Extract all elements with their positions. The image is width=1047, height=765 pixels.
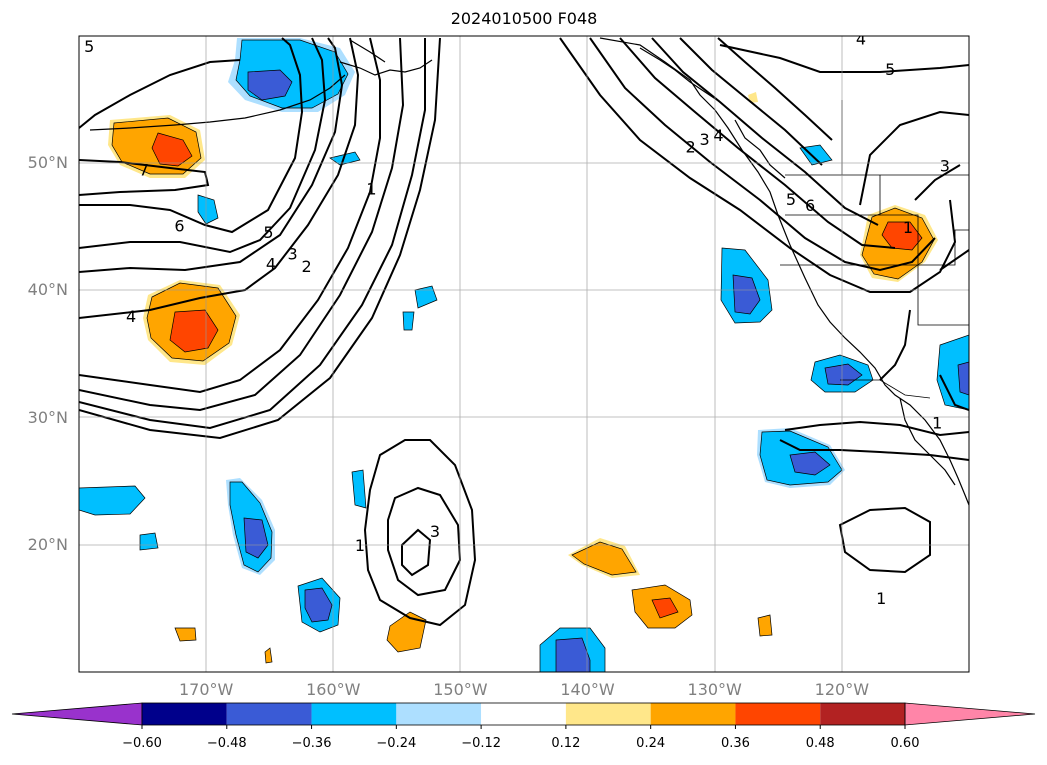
colorbar-segment xyxy=(311,703,397,725)
lon-label: 140°W xyxy=(560,680,615,699)
contour-left-5 xyxy=(79,59,241,129)
shaded-anomalies xyxy=(79,38,969,672)
contour-label: 1 xyxy=(876,589,886,608)
colorbar-tick-label: −0.12 xyxy=(461,736,502,751)
contour-label: 1 xyxy=(366,180,376,199)
colorbar-tick-label: −0.24 xyxy=(376,736,417,751)
colorbar-segment xyxy=(396,703,482,725)
contour-label: 2 xyxy=(301,257,311,276)
contour-label: 1 xyxy=(932,414,942,433)
lon-label: 130°W xyxy=(687,680,742,699)
lat-label: 50°N xyxy=(27,153,68,173)
contour-label: 5 xyxy=(84,37,94,56)
contour-hawaii xyxy=(363,439,477,627)
contour-label: 7 xyxy=(139,161,149,180)
colorbar xyxy=(11,702,1036,729)
contour-label: 5 xyxy=(786,190,796,209)
contour-label: 1 xyxy=(355,536,365,555)
colorbar-extend-high xyxy=(904,702,1036,726)
contour-label: 4 xyxy=(266,255,276,274)
contour-label: 2 xyxy=(685,138,695,157)
contour-label: 5 xyxy=(263,223,273,242)
colorbar-segment xyxy=(226,703,312,725)
colorbar-tick-label: 0.36 xyxy=(720,736,750,751)
contour-label: 4 xyxy=(126,307,136,326)
contour-label: 3 xyxy=(288,245,298,264)
lat-label: 30°N xyxy=(27,407,68,427)
colorbar-tick-label: 0.48 xyxy=(805,736,835,751)
map-title: 2024010500 F048 xyxy=(450,9,598,28)
map-frame xyxy=(78,35,970,673)
contour-label: 6 xyxy=(174,217,184,236)
lat-label: 20°N xyxy=(27,534,68,554)
coastline-aleutians xyxy=(89,74,346,131)
contour-label: 3 xyxy=(430,522,440,541)
colorbar-tick-label: 0.12 xyxy=(551,736,581,751)
lon-label: 150°W xyxy=(433,680,488,699)
contour-label: 4 xyxy=(713,126,723,145)
contour-label: 1 xyxy=(903,218,913,237)
colorbar-tick-label: 0.60 xyxy=(890,736,920,751)
colorbar-tick-label: −0.48 xyxy=(206,736,247,751)
colorbar-tick-label: −0.60 xyxy=(122,736,162,751)
colorbar-extend-low xyxy=(11,702,143,726)
colorbar-segment xyxy=(735,703,821,725)
contour-label: 6 xyxy=(805,196,815,215)
lon-label: 160°W xyxy=(306,680,361,699)
colorbar-segment xyxy=(142,703,227,725)
contour-lines xyxy=(79,37,969,627)
contour-label: 3 xyxy=(940,157,950,176)
contour-label: 4 xyxy=(856,30,866,49)
colorbar-outline xyxy=(141,702,906,726)
colorbar-segment xyxy=(565,703,651,725)
colorbar-tick-label: −0.36 xyxy=(291,736,332,751)
gridlines xyxy=(79,36,969,672)
lat-label: 40°N xyxy=(27,280,68,300)
contour-label: 3 xyxy=(699,130,709,149)
lon-label: 120°W xyxy=(814,680,870,699)
contour-label: 5 xyxy=(885,60,895,79)
colorbar-segment xyxy=(650,703,736,725)
colorbar-segment xyxy=(820,703,905,725)
lon-label: 170°W xyxy=(178,680,234,699)
colorbar-segment xyxy=(481,703,566,725)
colorbar-tick-label: 0.24 xyxy=(636,736,666,751)
coastlines xyxy=(89,37,969,506)
